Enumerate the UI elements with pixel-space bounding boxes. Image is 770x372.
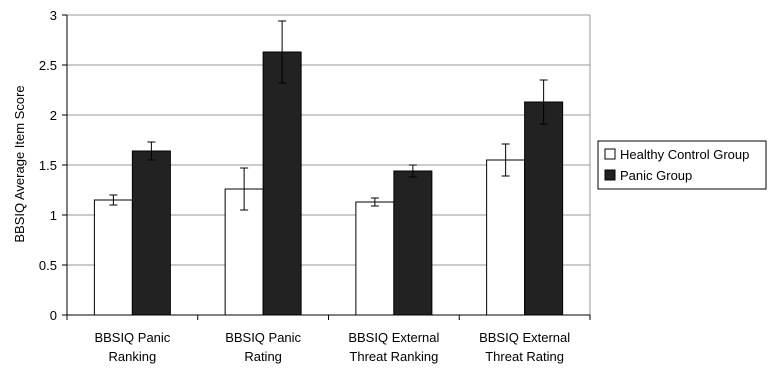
legend-label: Healthy Control Group [620, 147, 749, 162]
category-label-line: BBSIQ Panic [225, 330, 301, 345]
y-tick-labels: 0 0.5 1 1.5 2 2.5 3 [39, 8, 57, 323]
category-label-line: Threat Rating [485, 349, 564, 364]
legend-box [597, 140, 767, 190]
bar [262, 51, 302, 316]
legend-swatch [604, 169, 616, 181]
category-label-line: Rating [244, 349, 282, 364]
y-tick-label: 1 [50, 208, 57, 223]
axes [62, 14, 591, 320]
y-axis-title: BBSIQ Average Item Score [12, 85, 27, 242]
category-label: BBSIQ External Threat Rating [479, 330, 570, 364]
bar [93, 199, 133, 316]
y-tick-label: 2.5 [39, 58, 57, 73]
bar [524, 101, 564, 316]
category-label: BBSIQ Panic Rating [225, 330, 301, 364]
legend-swatch [604, 148, 616, 160]
category-label-line: Threat Ranking [349, 349, 438, 364]
y-tick-label: 3 [50, 8, 57, 23]
bars [93, 20, 564, 316]
y-tick-label: 2 [50, 108, 57, 123]
category-label-line: Ranking [109, 349, 157, 364]
bar [355, 201, 395, 316]
bar [131, 150, 171, 316]
category-label-line: BBSIQ External [348, 330, 439, 345]
category-label-line: BBSIQ External [479, 330, 570, 345]
y-tick-label: 0.5 [39, 258, 57, 273]
category-label: BBSIQ Panic Ranking [94, 330, 170, 364]
legend-label: Panic Group [620, 168, 692, 183]
y-tick-label: 1.5 [39, 158, 57, 173]
legend: Healthy Control Group Panic Group [597, 140, 767, 190]
bar [486, 159, 526, 316]
category-label-line: BBSIQ Panic [94, 330, 170, 345]
category-label: BBSIQ External Threat Ranking [348, 330, 439, 364]
y-tick-label: 0 [50, 308, 57, 323]
bar [393, 170, 433, 316]
